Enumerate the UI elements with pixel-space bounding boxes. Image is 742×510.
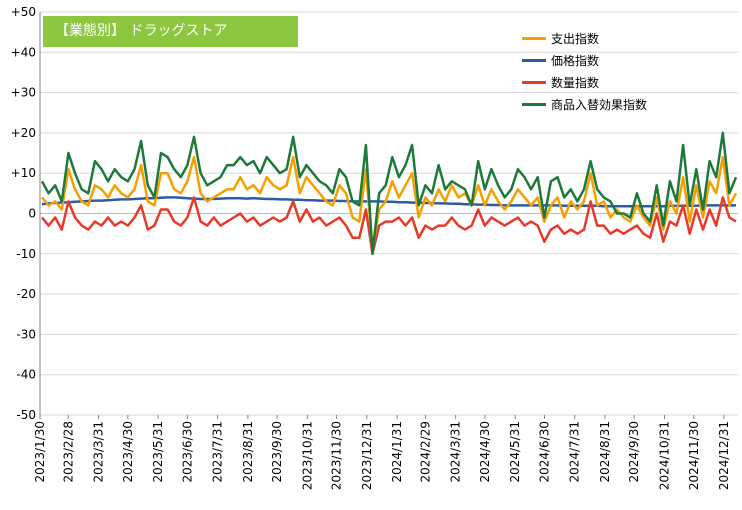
x-tick-label: 2023/12/31 <box>360 421 374 490</box>
legend-item-quantity: 数量指数 <box>522 71 647 93</box>
x-tick-label: 2023/11/30 <box>330 421 344 490</box>
y-tick-label: 0 <box>28 207 36 221</box>
x-tick-label: 2024/5/31 <box>508 421 522 483</box>
series-line-3 <box>40 131 738 256</box>
y-tick-label: -40 <box>16 368 36 382</box>
chart-title: 【業態別】 ドラッグストア <box>43 16 298 47</box>
legend: 支出指数 価格指数 数量指数 商品入替効果指数 <box>522 27 647 115</box>
x-tick-label: 2024/9/30 <box>627 421 641 483</box>
y-tick-label: +10 <box>11 166 36 180</box>
legend-item-price: 価格指数 <box>522 49 647 71</box>
legend-swatch-spending <box>522 36 546 40</box>
y-tick-label: -20 <box>16 287 36 301</box>
series-line-1 <box>41 196 736 208</box>
x-tick-label: 2023/7/31 <box>211 421 225 483</box>
legend-label-price: 価格指数 <box>551 53 600 68</box>
x-tick-label: 2023/9/30 <box>270 421 284 483</box>
series-lines <box>40 131 738 256</box>
legend-label-product-replacement: 商品入替効果指数 <box>551 97 648 112</box>
legend-swatch-product-replacement <box>522 102 546 106</box>
x-tick-label: 2023/6/30 <box>180 421 194 483</box>
legend-item-spending: 支出指数 <box>522 27 647 49</box>
x-tick-label: 2024/8/31 <box>598 421 612 483</box>
x-tick-label: 2024/6/30 <box>537 421 551 483</box>
x-tick-label: 2024/10/31 <box>657 421 671 490</box>
x-tick-label: 2024/11/30 <box>687 421 701 490</box>
x-tick-label: 2023/3/31 <box>92 421 106 483</box>
legend-swatch-quantity <box>522 80 546 84</box>
x-tick-label: 2023/8/31 <box>241 421 255 483</box>
y-tick-label: -50 <box>16 408 36 422</box>
y-tick-label: +40 <box>11 45 36 59</box>
legend-label-spending: 支出指数 <box>551 31 600 46</box>
x-tick-label: 2024/12/31 <box>717 421 731 490</box>
x-tick-label: 2023/1/30 <box>33 421 47 483</box>
x-tick-label: 2023/10/31 <box>300 421 314 490</box>
legend-item-product-replacement: 商品入替効果指数 <box>522 93 647 115</box>
x-tick-label: 2024/2/29 <box>418 421 432 483</box>
series-line-2 <box>41 196 737 256</box>
x-tick-label: 2024/3/31 <box>449 421 463 483</box>
x-tick-label: 2024/7/31 <box>568 421 582 483</box>
legend-label-quantity: 数量指数 <box>551 75 600 90</box>
y-tick-label: -30 <box>16 327 36 341</box>
x-axis: 2023/1/30 2023/2/28 2023/3/31 2023/4/30 2023… <box>33 415 731 490</box>
y-tick-label: +50 <box>11 5 36 19</box>
legend-swatch-price <box>522 58 546 62</box>
x-tick-label: 2024/4/30 <box>478 421 492 483</box>
x-tick-label: 2023/5/31 <box>151 421 165 483</box>
y-tick-label: -10 <box>16 247 36 261</box>
y-tick-label: +20 <box>11 126 36 140</box>
x-tick-label: 2023/2/28 <box>61 421 75 483</box>
x-tick-label: 2023/4/30 <box>121 421 135 483</box>
y-axis: +50 +40 +30 +20 +10 0 -10 -20 -30 -40 -50 <box>11 5 36 422</box>
y-tick-label: +30 <box>11 86 36 100</box>
x-tick-label: 2024/1/31 <box>390 421 404 483</box>
